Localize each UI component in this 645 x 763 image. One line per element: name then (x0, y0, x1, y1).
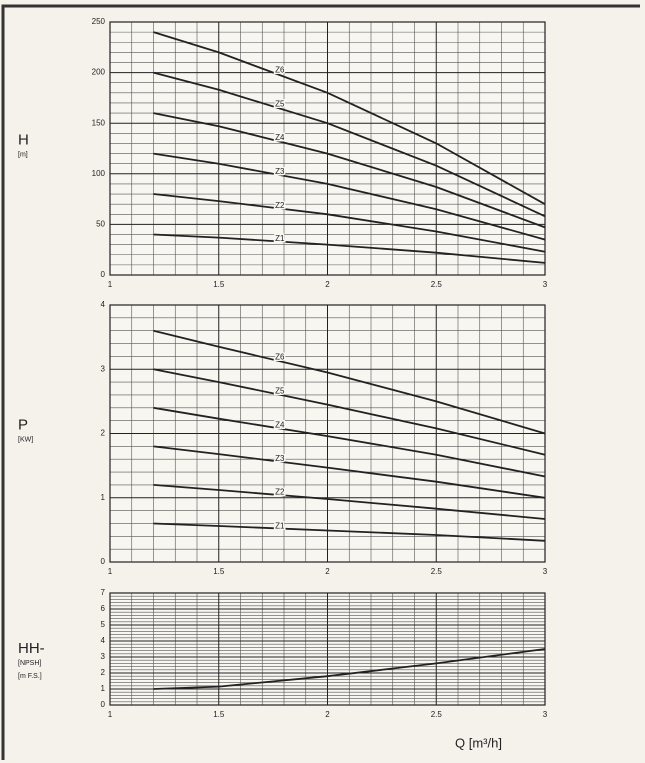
curve (153, 445, 546, 499)
x-tick-label: 1 (108, 567, 113, 576)
x-tick-label: 2.5 (431, 567, 443, 576)
y-tick-label: 2 (101, 429, 106, 438)
x-tick-label: 2 (325, 280, 330, 289)
y-tick-label: 250 (92, 17, 106, 26)
y-tick-label: 6 (101, 604, 106, 613)
y-tick-label: 0 (101, 700, 106, 709)
series-label: Z1 (275, 234, 285, 243)
curve (153, 329, 546, 435)
y-tick-label: 0 (101, 270, 106, 279)
y-tick-label: 1 (101, 684, 106, 693)
x-tick-label: 2.5 (431, 280, 443, 289)
y-tick-label: 1 (101, 493, 106, 502)
curve (153, 71, 546, 218)
series-label: Z2 (275, 201, 285, 210)
y-tick-label: 3 (101, 652, 106, 661)
y-axis-label: HH- (18, 640, 45, 657)
series-label: Z4 (275, 133, 285, 142)
series-label: Z3 (275, 454, 285, 463)
curve (153, 233, 546, 264)
series-label: Z5 (275, 386, 285, 395)
curve (153, 484, 546, 520)
page-border (1, 4, 640, 760)
y-tick-label: 4 (101, 300, 106, 309)
y-axis-unit: [KW] (18, 436, 33, 443)
series-label: Z3 (275, 167, 285, 176)
x-tick-label: 3 (543, 710, 548, 719)
y-axis-unit: [m F.S.] (18, 673, 42, 680)
series-label: Z4 (275, 421, 285, 430)
y-tick-label: 3 (101, 364, 106, 373)
x-tick-label: 2.5 (431, 710, 443, 719)
y-tick-label: 200 (92, 68, 106, 77)
x-tick-label: 3 (543, 280, 548, 289)
series-label: Z2 (275, 488, 285, 497)
y-tick-label: 150 (92, 118, 106, 127)
x-tick-label: 1.5 (213, 710, 225, 719)
curve (153, 193, 546, 253)
x-tick-label: 2 (325, 567, 330, 576)
y-tick-label: 2 (101, 668, 106, 677)
y-tick-label: 7 (101, 588, 106, 597)
x-tick-label: 2 (325, 710, 330, 719)
curve (153, 522, 546, 542)
series-label: Z5 (275, 100, 285, 109)
x-axis-label: Q [m³/h] (455, 735, 502, 750)
y-axis-unit: [NPSH] (18, 660, 41, 667)
curve (153, 112, 546, 229)
x-tick-label: 1.5 (213, 567, 225, 576)
curve (153, 152, 546, 241)
y-tick-label: 50 (96, 220, 105, 229)
x-tick-label: 3 (543, 567, 548, 576)
y-tick-label: 5 (101, 620, 106, 629)
curve (153, 406, 546, 478)
x-tick-label: 1 (108, 710, 113, 719)
y-axis-unit: [m] (18, 151, 28, 158)
y-axis-label: P (18, 416, 28, 433)
curve (153, 31, 546, 205)
curve (153, 368, 546, 456)
y-axis-label: H (18, 131, 29, 148)
y-tick-label: 100 (92, 169, 106, 178)
y-tick-label: 0 (101, 557, 106, 566)
series-label: Z1 (275, 521, 285, 530)
curve (153, 648, 546, 690)
y-tick-label: 4 (101, 636, 106, 645)
x-tick-label: 1.5 (213, 280, 225, 289)
series-label: Z6 (275, 353, 285, 362)
series-label: Z6 (275, 66, 285, 75)
x-tick-label: 1 (108, 280, 113, 289)
